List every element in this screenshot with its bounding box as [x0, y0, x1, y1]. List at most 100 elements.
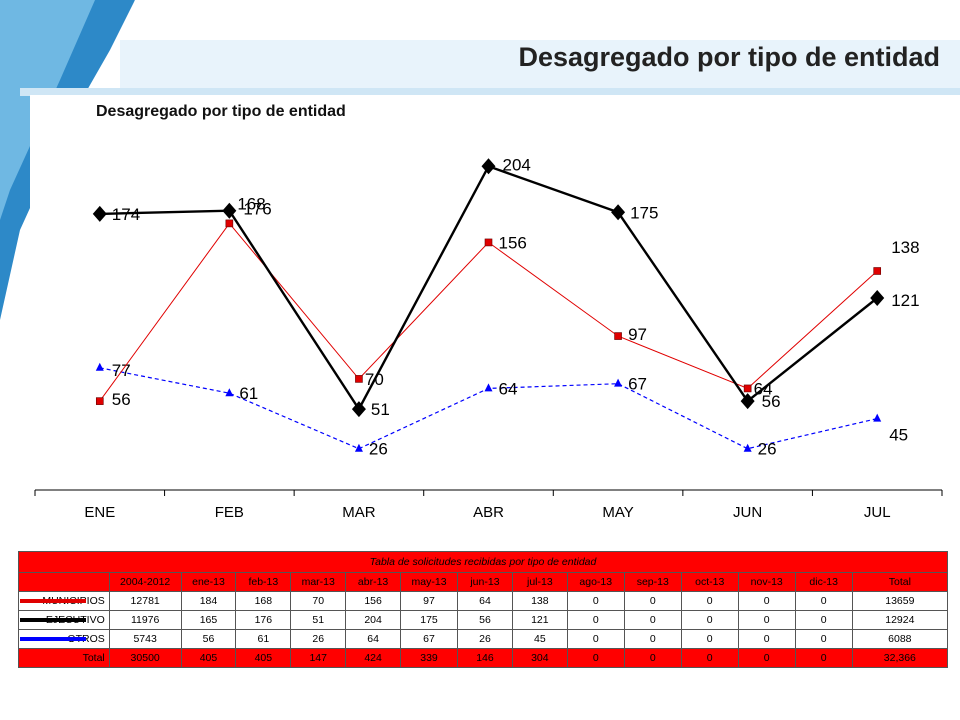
table-cell: 184: [180, 591, 237, 611]
table-row: OTROS 5743 56 61 26 64 67 26 45 0 0 0 0 0 6088: [18, 629, 949, 649]
data-point-otros: [225, 388, 234, 397]
total-cell: 32,366: [851, 648, 949, 668]
table-total-row: Total 30500 405 405 147 424 339 146 304 0 0 0 0 0 32,3…: [18, 648, 949, 668]
column-header: dic-13: [794, 572, 853, 592]
data-label-ejecutivo: 56: [762, 392, 781, 411]
total-cell: 0: [794, 648, 853, 668]
data-point-ejecutivo: [870, 289, 885, 306]
total-cell: 0: [623, 648, 682, 668]
data-label-otros: 77: [112, 361, 131, 380]
table-cell: 165: [180, 610, 237, 630]
legend-swatch: [20, 617, 86, 622]
data-label-municipios: 56: [112, 390, 131, 409]
data-point-otros: [614, 378, 623, 387]
total-cell: 304: [511, 648, 568, 668]
data-label-otros: 26: [369, 440, 388, 459]
series-line-ejecutivo: [99, 164, 878, 412]
table-cell: 12924: [851, 610, 949, 630]
chart-title: Desagregado por tipo de entidad: [96, 103, 346, 120]
column-header: jun-13: [457, 572, 513, 592]
x-tick-label: MAY: [602, 504, 633, 521]
data-point-municipios: [873, 267, 882, 275]
column-header: Total: [851, 572, 949, 592]
line-chart: ENE FEB MAR ABR MAY JUN JUL 77 61 26 64 67 26 45 56 168…: [34, 155, 943, 521]
table-cell: 0: [794, 591, 853, 611]
x-tick-label: JUL: [864, 504, 891, 521]
column-header: feb-13: [235, 572, 292, 592]
table-cell: 0: [737, 591, 796, 611]
data-label-municipios: 156: [499, 233, 527, 252]
data-point-otros: [484, 383, 493, 392]
data-label-municipios: 138: [891, 238, 919, 257]
data-point-otros: [95, 362, 104, 371]
table-cell: 138: [511, 591, 568, 611]
table-cell: 175: [400, 610, 459, 630]
column-header: sep-13: [623, 572, 682, 592]
data-point-municipios: [355, 375, 363, 383]
data-label-otros: 45: [889, 426, 908, 445]
data-label-ejecutivo: 121: [891, 291, 919, 310]
data-point-municipios: [614, 332, 622, 340]
data-label-municipios: 168: [237, 194, 265, 213]
data-label-otros: 67: [628, 375, 647, 394]
table-cell: 0: [623, 591, 682, 611]
data-label-municipios: 97: [628, 325, 647, 344]
data-label-otros: 26: [758, 440, 777, 459]
table-cell: 0: [623, 629, 682, 649]
table-cell: 12781: [108, 591, 182, 611]
table-cell: 51: [290, 610, 347, 630]
table-cell: 0: [737, 629, 796, 649]
title-underline: [20, 88, 960, 96]
title-band: [120, 40, 960, 92]
data-label-ejecutivo: 204: [503, 155, 531, 174]
table-cell: 11976: [108, 610, 182, 630]
x-tick-label: ABR: [473, 504, 504, 521]
chart-panel: Desagregado por tipo de entidad ENE FEB MA…: [30, 95, 960, 527]
data-point-municipios: [225, 219, 234, 228]
x-tick-label: MAR: [342, 504, 376, 521]
table-cell: 121: [511, 610, 568, 630]
data-label-ejecutivo: 51: [371, 400, 390, 419]
data-table: Tabla de solicitudes recibidas por tipo …: [18, 551, 949, 668]
table-cell: 70: [290, 591, 347, 611]
table-cell: 204: [345, 610, 402, 630]
table-cell: 67: [400, 629, 459, 649]
table-row: MUNICIPIOS127811841687015697641380000013…: [18, 591, 949, 611]
series-line-municipios: [99, 222, 878, 402]
table-cell: 0: [794, 629, 853, 649]
column-header: ago-13: [566, 572, 625, 592]
table-cell: 0: [566, 591, 625, 611]
column-header: [18, 572, 110, 592]
table-row: EJECUTIVO1197616517651204175561210000012…: [18, 610, 949, 630]
table-cell: 64: [345, 629, 402, 649]
column-header: nov-13: [737, 572, 796, 592]
data-label-ejecutivo: 176: [243, 200, 271, 219]
row-label: OTROS: [18, 629, 110, 649]
total-cell: 147: [290, 648, 347, 668]
column-header: abr-13: [345, 572, 402, 592]
data-point-ejecutivo: [611, 204, 626, 221]
table-cell: 26: [457, 629, 513, 649]
table-cell: 56: [457, 610, 513, 630]
table-cell: 61: [235, 629, 292, 649]
table-cell: 0: [680, 610, 739, 630]
total-cell: 0: [680, 648, 739, 668]
data-point-municipios: [95, 397, 104, 405]
total-cell: 405: [180, 648, 237, 668]
column-header: jul-13: [511, 572, 568, 592]
total-cell: 30500: [108, 648, 182, 668]
table-cell: 0: [680, 629, 739, 649]
bg-light-swoosh: [0, 0, 95, 220]
table-cell: 13659: [851, 591, 949, 611]
table-cell: 0: [680, 591, 739, 611]
bg-top-band: [120, 0, 960, 40]
column-header: ene-13: [180, 572, 237, 592]
data-point-municipios: [484, 238, 493, 247]
legend-swatch: [20, 636, 86, 641]
table-caption-row: Tabla de solicitudes recibidas por tipo …: [18, 551, 948, 573]
table-cell: 64: [457, 591, 513, 611]
x-tick-label: ENE: [84, 504, 115, 521]
data-point-ejecutivo: [222, 202, 237, 219]
legend-swatch: [20, 598, 86, 603]
